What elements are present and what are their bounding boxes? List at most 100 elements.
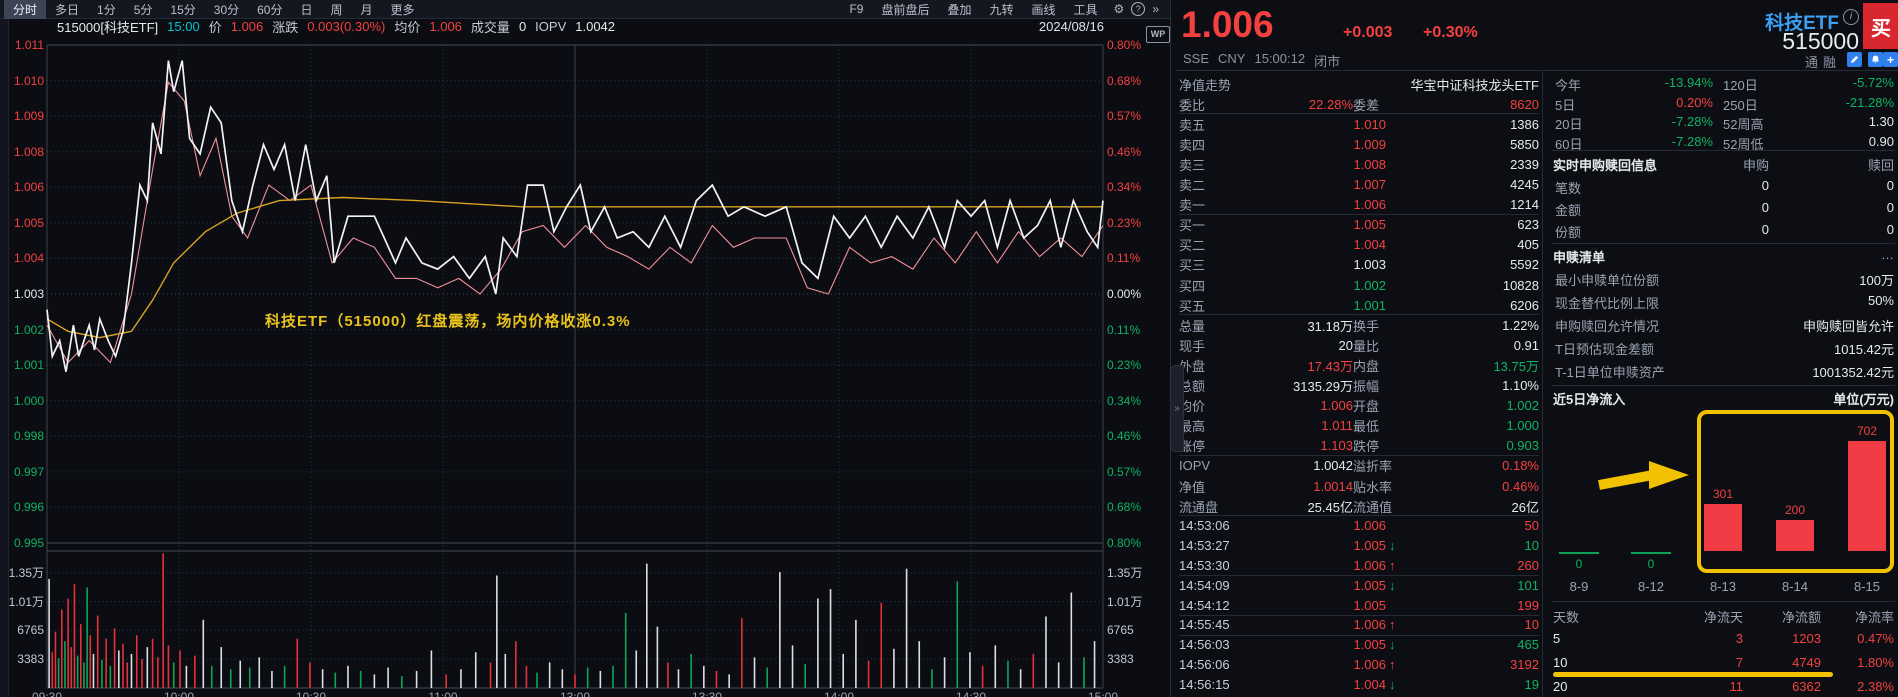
margin-flag: 通 — [1805, 55, 1819, 70]
ask-label: 卖三 — [1179, 157, 1206, 173]
toolbar-tab-30分[interactable]: 30分 — [213, 2, 240, 17]
time-sales-list[interactable]: 14:53:06 1.006 50 14:53:27 1.005 ↓ 10 14:53:30 1… — [1171, 516, 1542, 697]
bid-row[interactable]: 买三 1.003 5592 — [1179, 255, 1539, 275]
ask-row[interactable]: 卖三 1.008 2339 — [1179, 154, 1539, 174]
net-inflow-title: 近5日净流入 — [1553, 392, 1626, 407]
net-inflow-unit: 单位(万元) — [1833, 392, 1894, 407]
stat-label: 总额 — [1179, 379, 1206, 395]
bid-qty: 5592 — [1510, 257, 1539, 273]
tick-price: 1.005 — [1353, 577, 1386, 593]
toolbar-tool-F9[interactable]: F9 — [849, 2, 864, 16]
divider — [1179, 454, 1539, 456]
net-inflow-value-label: 0 — [1647, 557, 1655, 571]
subscription-value: 0 — [1886, 199, 1894, 215]
intraday-chart-canvas — [46, 44, 1104, 689]
flow-table-cell: 2.38% — [1857, 679, 1894, 694]
highlight-arrow-icon — [1595, 455, 1693, 495]
toolbar-tab-周[interactable]: 周 — [330, 2, 343, 17]
redemption-more-button[interactable]: … — [1881, 247, 1894, 262]
toolbar-tab-多日[interactable]: 多日 — [55, 2, 80, 17]
buy-button[interactable]: 买 — [1863, 3, 1898, 49]
subscription-value: 0 — [1761, 221, 1769, 237]
stat-label: 最低 — [1353, 419, 1380, 435]
toolbar-tab-60分[interactable]: 60分 — [257, 2, 283, 17]
edit-pencil-icon[interactable] — [1847, 52, 1862, 67]
toolbar-tab-月[interactable]: 月 — [360, 2, 373, 17]
bid-row[interactable]: 买二 1.004 405 — [1179, 235, 1539, 255]
bid-price: 1.003 — [1353, 257, 1386, 273]
flow-table-cell: 3 — [1735, 631, 1743, 646]
subscription-row-label: 笔数 — [1555, 181, 1582, 196]
stat-label: 流通盘 — [1179, 499, 1219, 515]
bid-row[interactable]: 买一 1.005 623 — [1179, 215, 1539, 235]
tick-qty: 199 — [1517, 597, 1539, 613]
stat-value: 1.103 — [1320, 438, 1353, 454]
flow-table-cell: 20 — [1553, 679, 1568, 694]
bid-label: 买二 — [1179, 238, 1206, 254]
toolbar-tab-5分[interactable]: 5分 — [133, 2, 153, 17]
ask-row[interactable]: 卖五 1.010 1386 — [1179, 114, 1539, 134]
range-label: 120日 — [1723, 78, 1758, 93]
toolbar-tool-九转[interactable]: 九转 — [989, 2, 1014, 17]
redemption-value: 申购赎回皆允许 — [1802, 319, 1894, 334]
stat-row: 总量 31.18万 换手 1.22% — [1179, 315, 1539, 335]
bid-row[interactable]: 买四 1.002 10828 — [1179, 275, 1539, 295]
stat-label: 外盘 — [1179, 358, 1206, 374]
toolbar-tab-15分[interactable]: 15分 — [170, 2, 196, 17]
tick-time: 14:56:06 — [1179, 656, 1230, 672]
divider — [1179, 314, 1539, 316]
info-icon[interactable]: i — [1843, 9, 1859, 25]
ask-row[interactable]: 卖二 1.007 4245 — [1179, 175, 1539, 195]
toolbar-tool-工具[interactable]: 工具 — [1073, 2, 1098, 17]
ask-row[interactable]: 卖一 1.006 1214 — [1179, 195, 1539, 215]
gear-icon[interactable]: ⚙ — [1113, 2, 1125, 16]
alert-bell-icon[interactable] — [1868, 52, 1883, 67]
toolbar-tool-叠加[interactable]: 叠加 — [947, 2, 972, 17]
intraday-chart[interactable] — [0, 0, 1170, 697]
toolbar-tab-分时[interactable]: 分时 — [4, 0, 47, 19]
chart-header-token: 15:00 — [167, 19, 200, 34]
redemption-row-label: 申购赎回允许情况 — [1555, 319, 1660, 334]
ask-label: 卖二 — [1179, 178, 1206, 194]
net-inflow-value-label: 702 — [1856, 424, 1878, 438]
tick-qty: 260 — [1517, 557, 1539, 573]
quote-meta: SSE CNY 15:00:12 闭市 — [1183, 51, 1340, 70]
subscription-value: 0 — [1761, 178, 1769, 193]
flow-table-header: 净流率 — [1854, 610, 1894, 625]
toolbar-tab-日[interactable]: 日 — [300, 2, 313, 17]
stat-value: 1.002 — [1506, 398, 1539, 414]
help-icon[interactable]: ? — [1131, 2, 1146, 16]
toolbar-tool-画线[interactable]: 画线 — [1031, 2, 1056, 17]
divider — [1551, 385, 1895, 386]
stat-row: 现手 20 量比 0.91 — [1179, 335, 1539, 355]
toolbar-tool-盘前盘后[interactable]: 盘前盘后 — [881, 2, 930, 17]
net-inflow-zero-marker — [1559, 552, 1599, 554]
ask-row[interactable]: 卖四 1.009 5850 — [1179, 134, 1539, 154]
bid-price: 1.002 — [1353, 277, 1386, 293]
range-value: 0.20% — [1676, 94, 1713, 110]
time-sales-row: 14:53:06 1.006 50 — [1179, 516, 1539, 536]
divider — [1551, 601, 1895, 602]
chart-header-token: 0.003(0.30%) — [307, 19, 386, 34]
tick-time: 14:54:12 — [1179, 597, 1230, 613]
more-chevrons-icon[interactable]: » — [1152, 2, 1159, 16]
weicha-value: 8620 — [1510, 96, 1539, 112]
bid-row[interactable]: 买五 1.001 6206 — [1179, 295, 1539, 315]
toolbar-tab-更多[interactable]: 更多 — [390, 2, 415, 17]
subscription-col-header: 申购 — [1742, 158, 1769, 173]
flow-table-cell: 1.80% — [1857, 655, 1894, 670]
wp-badge-icon[interactable]: WP — [1146, 26, 1170, 43]
range-label: 20日 — [1555, 117, 1583, 132]
toolbar-tab-1分[interactable]: 1分 — [97, 2, 116, 17]
weibi-row: 委比 22.28% 委差 8620 — [1179, 94, 1539, 114]
weibi-label: 委比 — [1179, 97, 1206, 113]
stat-label: 振幅 — [1353, 379, 1380, 395]
range-label: 52周低 — [1723, 136, 1764, 152]
time-sales-row: 14:54:12 1.005 199 — [1179, 595, 1539, 616]
subscription-title: 实时申购赎回信息 — [1553, 158, 1658, 173]
panel-collapse-handle[interactable]: » — [1170, 365, 1184, 452]
range-value: -7.28% — [1671, 114, 1713, 129]
stat-value: 1.0014 — [1313, 478, 1353, 494]
redemption-row-label: 现金替代比例上限 — [1555, 296, 1660, 311]
add-watchlist-icon[interactable]: + — [1883, 52, 1898, 67]
